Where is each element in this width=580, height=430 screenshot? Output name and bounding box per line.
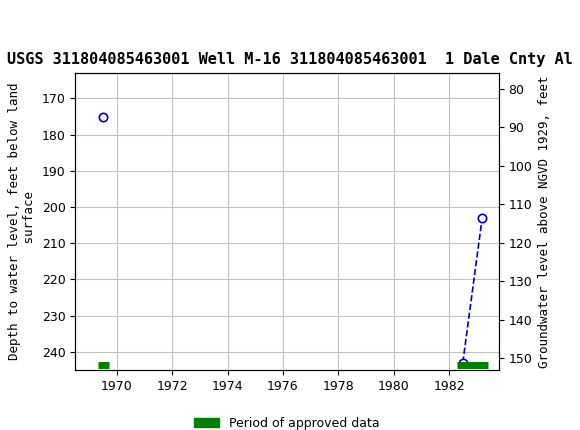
Text: ≡USGS: ≡USGS xyxy=(12,16,70,35)
Text: USGS 311804085463001 Well M-16 311804085463001  1 Dale Cnty Al: USGS 311804085463001 Well M-16 311804085… xyxy=(7,52,573,67)
Y-axis label: Depth to water level, feet below land
 surface: Depth to water level, feet below land su… xyxy=(8,83,36,360)
Y-axis label: Groundwater level above NGVD 1929, feet: Groundwater level above NGVD 1929, feet xyxy=(538,75,551,368)
Legend: Period of approved data: Period of approved data xyxy=(189,412,385,430)
